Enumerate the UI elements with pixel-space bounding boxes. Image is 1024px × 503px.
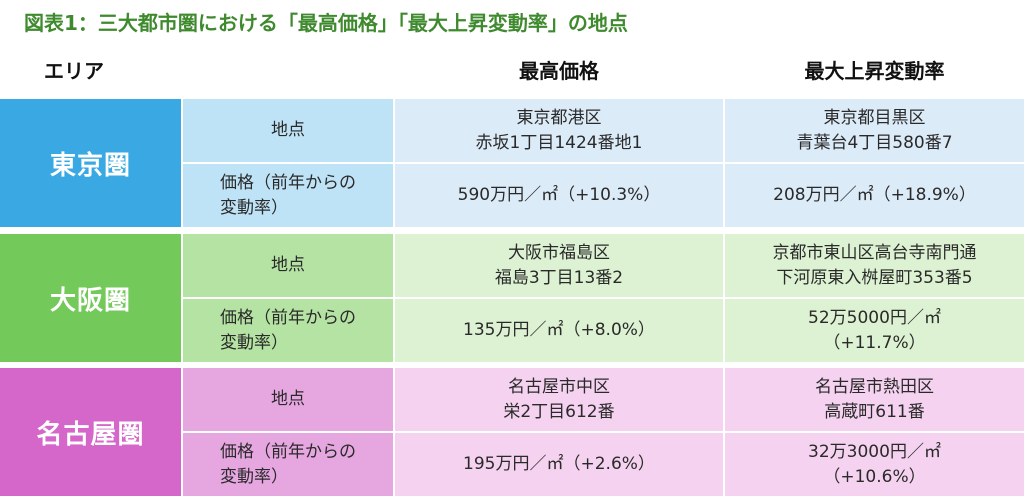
row-label-price: 価格（前年からの 変動率） bbox=[183, 433, 393, 496]
max-rate-location-cell: 名古屋市熱田区 高蔵町611番 bbox=[725, 368, 1024, 431]
label-text: 地点 bbox=[271, 120, 305, 140]
cell-text: 名古屋市熱田区 高蔵町611番 bbox=[815, 376, 934, 422]
region-block-nagoya: 名古屋圏 地点 価格（前年からの 変動率） 名古屋市中区 栄2丁目612番 19… bbox=[0, 368, 1024, 496]
max-rate-value-cell: 32万3000円／㎡ （+10.6%） bbox=[725, 433, 1024, 496]
column-header-max-rate: 最大上昇変動率 bbox=[804, 59, 945, 83]
region-name: 名古屋圏 bbox=[0, 368, 181, 496]
cell-text: 名古屋市中区 栄2丁目612番 bbox=[503, 376, 615, 422]
cell-text: 京都市東山区高台寺南門通 下河原東入桝屋町353番5 bbox=[772, 242, 977, 288]
label-text: 価格（前年からの 変動率） bbox=[220, 172, 356, 218]
max-price-location-cell: 東京都港区 赤坂1丁目1424番地1 bbox=[395, 99, 723, 162]
label-text: 価格（前年からの 変動率） bbox=[220, 307, 356, 353]
column-header-area: エリア bbox=[44, 59, 104, 83]
region-name: 大阪圏 bbox=[0, 234, 181, 362]
cell-text: 52万5000円／㎡ （+11.7%） bbox=[808, 307, 941, 353]
cell-text: 208万円／㎡（+18.9%） bbox=[773, 185, 976, 205]
region-name: 東京圏 bbox=[0, 99, 181, 227]
cell-text: 東京都港区 赤坂1丁目1424番地1 bbox=[475, 107, 643, 153]
max-rate-value-cell: 52万5000円／㎡ （+11.7%） bbox=[725, 299, 1024, 362]
label-text: 価格（前年からの 変動率） bbox=[220, 441, 356, 487]
max-rate-value-cell: 208万円／㎡（+18.9%） bbox=[725, 164, 1024, 227]
max-price-value-cell: 195万円／㎡（+2.6%） bbox=[395, 433, 723, 496]
max-price-location-cell: 名古屋市中区 栄2丁目612番 bbox=[395, 368, 723, 431]
page-title: 図表1：三大都市圏における「最高価格」「最大上昇変動率」の地点 bbox=[24, 11, 628, 35]
cell-text: 590万円／㎡（+10.3%） bbox=[457, 185, 661, 205]
max-rate-location-cell: 東京都目黒区 青葉台4丁目580番7 bbox=[725, 99, 1024, 162]
row-label-location: 地点 bbox=[183, 234, 393, 297]
cell-text: 135万円／㎡（+8.0%） bbox=[463, 320, 655, 340]
max-rate-location-cell: 京都市東山区高台寺南門通 下河原東入桝屋町353番5 bbox=[725, 234, 1024, 297]
max-price-location-cell: 大阪市福島区 福島3丁目13番2 bbox=[395, 234, 723, 297]
label-text: 地点 bbox=[271, 389, 305, 409]
cell-text: 195万円／㎡（+2.6%） bbox=[463, 454, 655, 474]
row-label-location: 地点 bbox=[183, 99, 393, 162]
row-label-price: 価格（前年からの 変動率） bbox=[183, 164, 393, 227]
region-block-osaka: 大阪圏 地点 価格（前年からの 変動率） 大阪市福島区 福島3丁目13番2 13… bbox=[0, 234, 1024, 362]
row-label-location: 地点 bbox=[183, 368, 393, 431]
region-block-tokyo: 東京圏 地点 価格（前年からの 変動率） 東京都港区 赤坂1丁目1424番地1 … bbox=[0, 99, 1024, 227]
cell-text: 東京都目黒区 青葉台4丁目580番7 bbox=[796, 107, 953, 153]
cell-text: 大阪市福島区 福島3丁目13番2 bbox=[494, 242, 624, 288]
cell-text: 32万3000円／㎡ （+10.6%） bbox=[808, 441, 941, 487]
max-price-value-cell: 135万円／㎡（+8.0%） bbox=[395, 299, 723, 362]
label-text: 地点 bbox=[271, 255, 305, 275]
column-header-max-price: 最高価格 bbox=[519, 59, 599, 83]
row-label-price: 価格（前年からの 変動率） bbox=[183, 299, 393, 362]
max-price-value-cell: 590万円／㎡（+10.3%） bbox=[395, 164, 723, 227]
